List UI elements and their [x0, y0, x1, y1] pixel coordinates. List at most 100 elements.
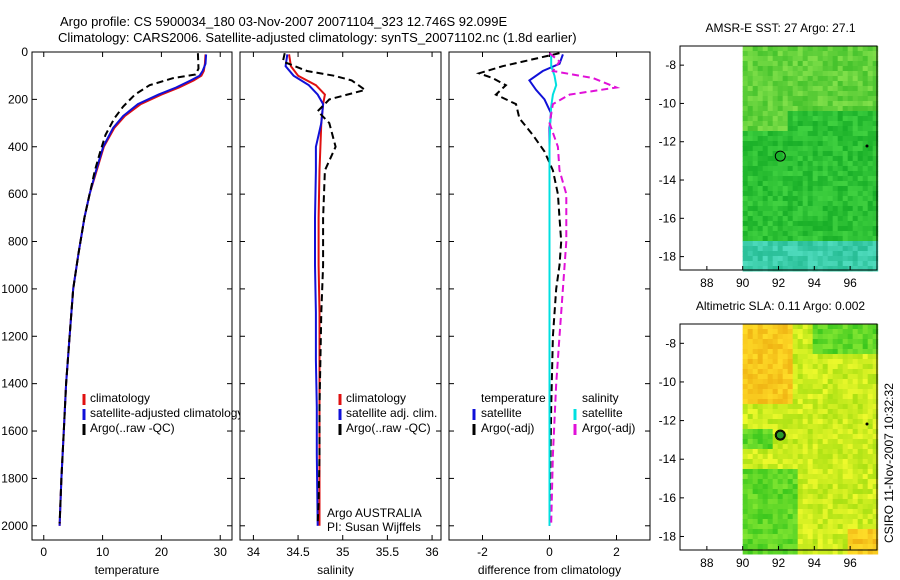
heatmap-cell [867, 474, 874, 480]
heatmap-cell [857, 344, 864, 350]
heatmap-cell [747, 449, 754, 455]
heatmap-cell [842, 444, 849, 450]
heatmap-cell [822, 156, 829, 162]
heatmap-cell [762, 419, 769, 425]
heatmap-cell [787, 544, 794, 550]
heatmap-cell [777, 261, 784, 267]
heatmap-cell [777, 66, 784, 72]
heatmap-cell [742, 256, 749, 262]
heatmap-cell [827, 534, 834, 540]
heatmap-cell [847, 444, 854, 450]
heatmap-cell [757, 211, 764, 217]
heatmap-cell [772, 474, 779, 480]
heatmap-cell [867, 131, 874, 137]
heatmap-cell [817, 539, 824, 545]
heatmap-cell [777, 449, 784, 455]
heatmap-cell [807, 419, 814, 425]
heatmap-cell [777, 246, 784, 252]
heatmap-cell [772, 76, 779, 82]
heatmap-cell [837, 404, 844, 410]
heatmap-cell [832, 489, 839, 495]
heatmap-cell [747, 176, 754, 182]
heatmap-cell [807, 56, 814, 62]
heatmap-cell [752, 211, 759, 217]
heatmap-cell [812, 256, 819, 262]
heatmap-cell [747, 514, 754, 520]
heatmap-cell [837, 106, 844, 112]
heatmap-cell [837, 444, 844, 450]
heatmap-cell [752, 86, 759, 92]
heatmap-cell [782, 324, 789, 330]
heatmap-cell [857, 529, 864, 535]
heatmap-cell [772, 166, 779, 172]
heatmap-cell [837, 266, 844, 272]
heatmap-cell [862, 171, 869, 177]
heatmap-cell [777, 206, 784, 212]
heatmap-cell [872, 156, 879, 162]
heatmap-cell [827, 374, 834, 380]
heatmap-cell [847, 216, 854, 222]
heatmap-cell [767, 449, 774, 455]
heatmap-cell [812, 529, 819, 535]
heatmap-cell [757, 96, 764, 102]
heatmap-cell [757, 126, 764, 132]
heatmap-cell [867, 539, 874, 545]
heatmap-cell [742, 96, 749, 102]
heatmap-cell [857, 419, 864, 425]
heatmap-cell [807, 111, 814, 117]
heatmap-cell [857, 394, 864, 400]
heatmap-cell [817, 504, 824, 510]
heatmap-cell [812, 324, 819, 330]
heatmap-cell [857, 484, 864, 490]
heatmap-cell [787, 151, 794, 157]
heatmap-cell [807, 256, 814, 262]
heatmap-cell [812, 359, 819, 365]
heatmap-cell [842, 479, 849, 485]
heatmap-cell [767, 459, 774, 465]
heatmap-cell [767, 359, 774, 365]
heatmap-cell [812, 504, 819, 510]
heatmap-cell [747, 539, 754, 545]
heatmap-cell [752, 156, 759, 162]
heatmap-cell [777, 186, 784, 192]
heatmap-cell [842, 524, 849, 530]
heatmap-cell [837, 509, 844, 515]
heatmap-cell [832, 91, 839, 97]
heatmap-cell [772, 544, 779, 550]
heatmap-cell [752, 241, 759, 247]
heatmap-cell [792, 176, 799, 182]
heatmap-cell [837, 504, 844, 510]
heatmap-cell [767, 369, 774, 375]
heatmap-cell [842, 399, 849, 405]
heatmap-cell [857, 141, 864, 147]
heatmap-cell [857, 266, 864, 272]
heatmap-cell [742, 434, 749, 440]
heatmap-cell [742, 146, 749, 152]
heatmap-cell [757, 256, 764, 262]
heatmap-cell [777, 146, 784, 152]
heatmap-cell [817, 489, 824, 495]
heatmap-cell [772, 379, 779, 385]
heatmap-cell [837, 534, 844, 540]
heatmap-cell [837, 394, 844, 400]
nearby-float-dot [865, 144, 869, 148]
heatmap-cell [802, 266, 809, 272]
heatmap-cell [867, 156, 874, 162]
heatmap-cell [777, 166, 784, 172]
annotation-operator: Argo AUSTRALIA [327, 506, 422, 520]
heatmap-cell [767, 404, 774, 410]
heatmap-cell [842, 81, 849, 87]
heatmap-cell [782, 261, 789, 267]
heatmap-cell [872, 161, 879, 167]
heatmap-cell [842, 141, 849, 147]
heatmap-cell [872, 116, 879, 122]
heatmap-cell [867, 196, 874, 202]
heatmap-cell [862, 66, 869, 72]
heatmap-cell [777, 534, 784, 540]
heatmap-cell [872, 419, 879, 425]
heatmap-cell [862, 116, 869, 122]
heatmap-cell [852, 101, 859, 107]
heatmap-cell [747, 429, 754, 435]
heatmap-cell [752, 509, 759, 515]
plot-frame [239, 51, 442, 541]
